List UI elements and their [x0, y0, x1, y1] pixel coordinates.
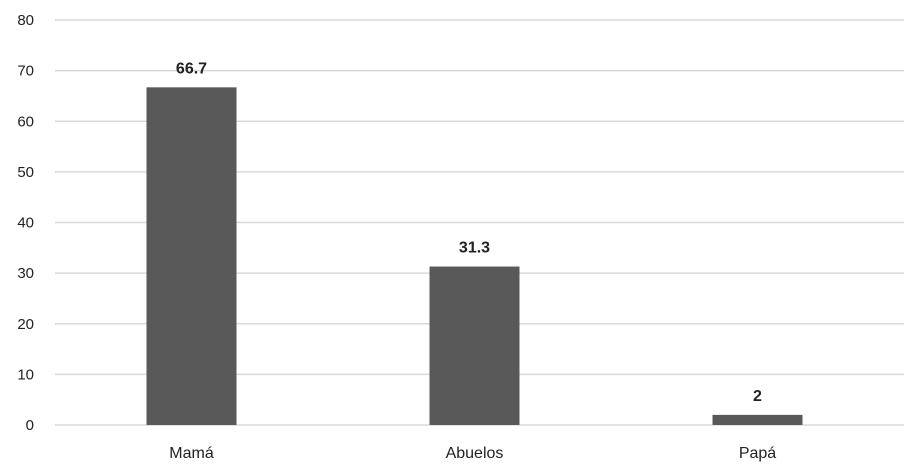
y-tick-label: 60 [17, 113, 34, 130]
y-axis-ticks: 0 10 20 30 40 50 60 70 80 [17, 12, 34, 434]
y-tick-label: 10 [17, 366, 34, 383]
x-tick-label: Abuelos [446, 445, 504, 462]
data-label: 31.3 [459, 240, 490, 257]
y-tick-label: 0 [26, 417, 34, 434]
y-tick-label: 40 [17, 215, 34, 232]
y-tick-label: 50 [17, 164, 34, 181]
data-label: 66.7 [176, 60, 207, 77]
y-tick-label: 20 [17, 316, 34, 333]
bar-1 [429, 266, 520, 425]
x-axis-ticks: Mamá Abuelos Papá [169, 445, 776, 462]
bar-2 [712, 414, 803, 425]
bars [146, 87, 803, 426]
y-tick-label: 80 [17, 12, 34, 29]
x-tick-label: Papá [739, 445, 776, 462]
bar-0 [146, 87, 237, 426]
y-tick-label: 70 [17, 63, 34, 80]
data-label: 2 [753, 388, 762, 405]
x-tick-label: Mamá [169, 445, 214, 462]
y-tick-label: 30 [17, 265, 34, 282]
data-labels: 66.7 31.3 2 [176, 60, 762, 405]
